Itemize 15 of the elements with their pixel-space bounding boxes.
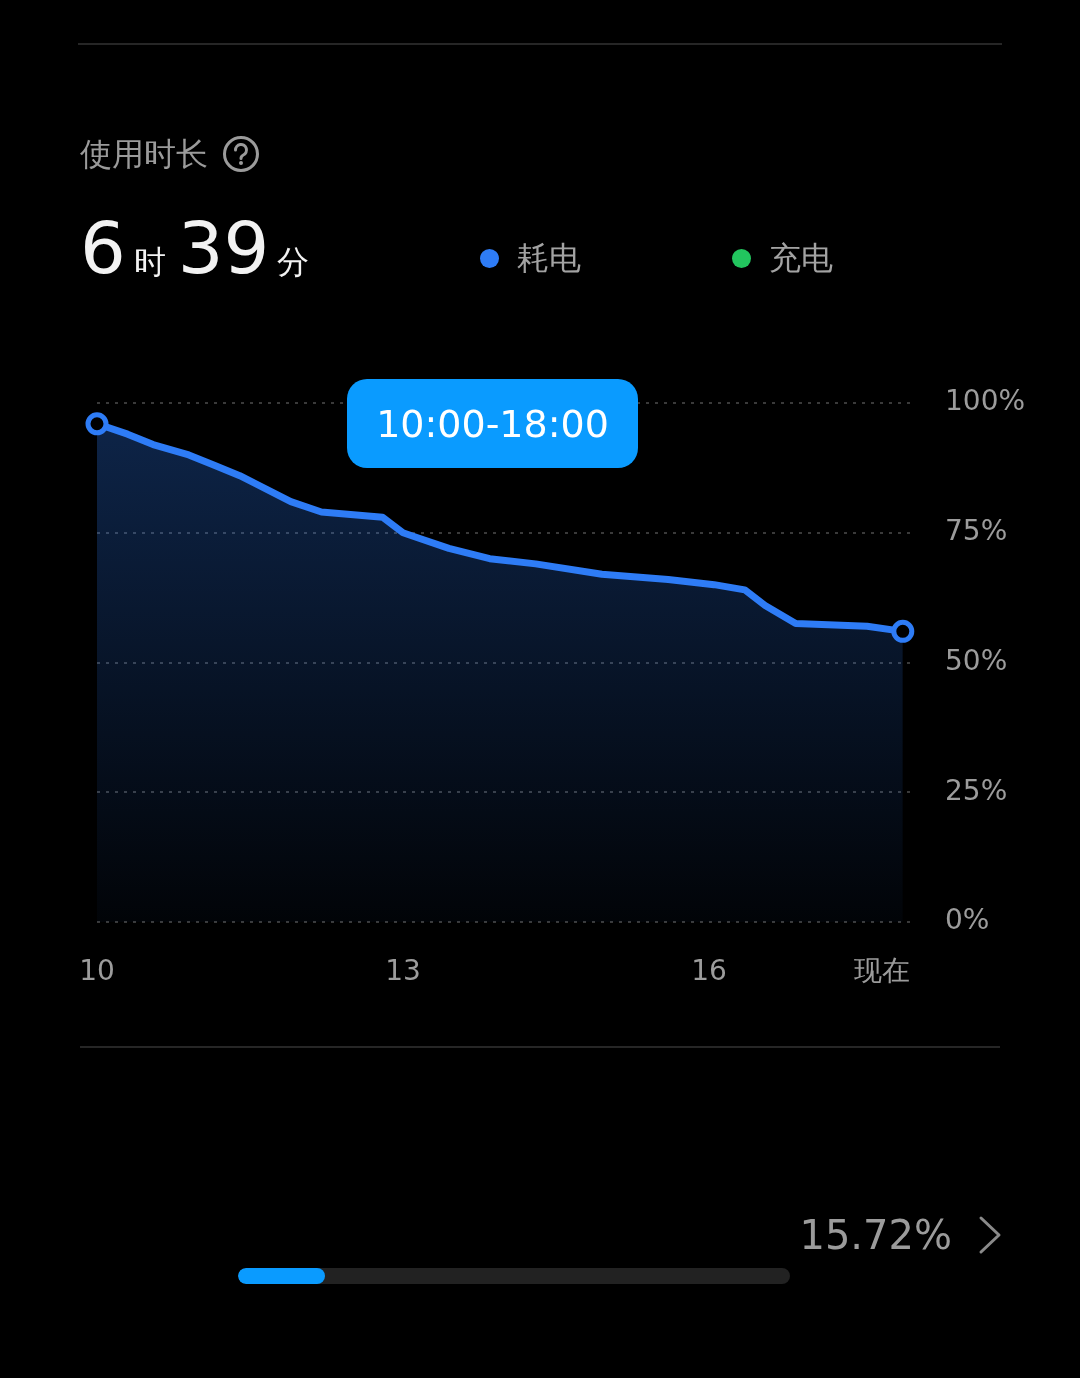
y-tick-label: 50% — [945, 643, 1008, 677]
y-tick-label: 25% — [945, 773, 1008, 807]
x-tick-label: 现在 — [854, 954, 911, 988]
time-range-bubble: 10:00-18:00 — [347, 379, 638, 468]
y-tick-label: 0% — [945, 903, 990, 937]
y-tick-label: 75% — [945, 514, 1008, 548]
chart-title: 使用时长 — [80, 134, 208, 175]
x-tick-label: 16 — [691, 954, 727, 988]
text: 15.72% — [799, 1211, 952, 1260]
x-tick-label: 10 — [79, 954, 115, 988]
x-tick-label: 13 — [385, 954, 421, 988]
y-tick-label: 100% — [945, 384, 1026, 418]
annotation: 10:00-18:00 — [376, 401, 609, 446]
legend-label: 充电 — [769, 238, 833, 279]
legend-label: 耗电 — [517, 238, 581, 279]
